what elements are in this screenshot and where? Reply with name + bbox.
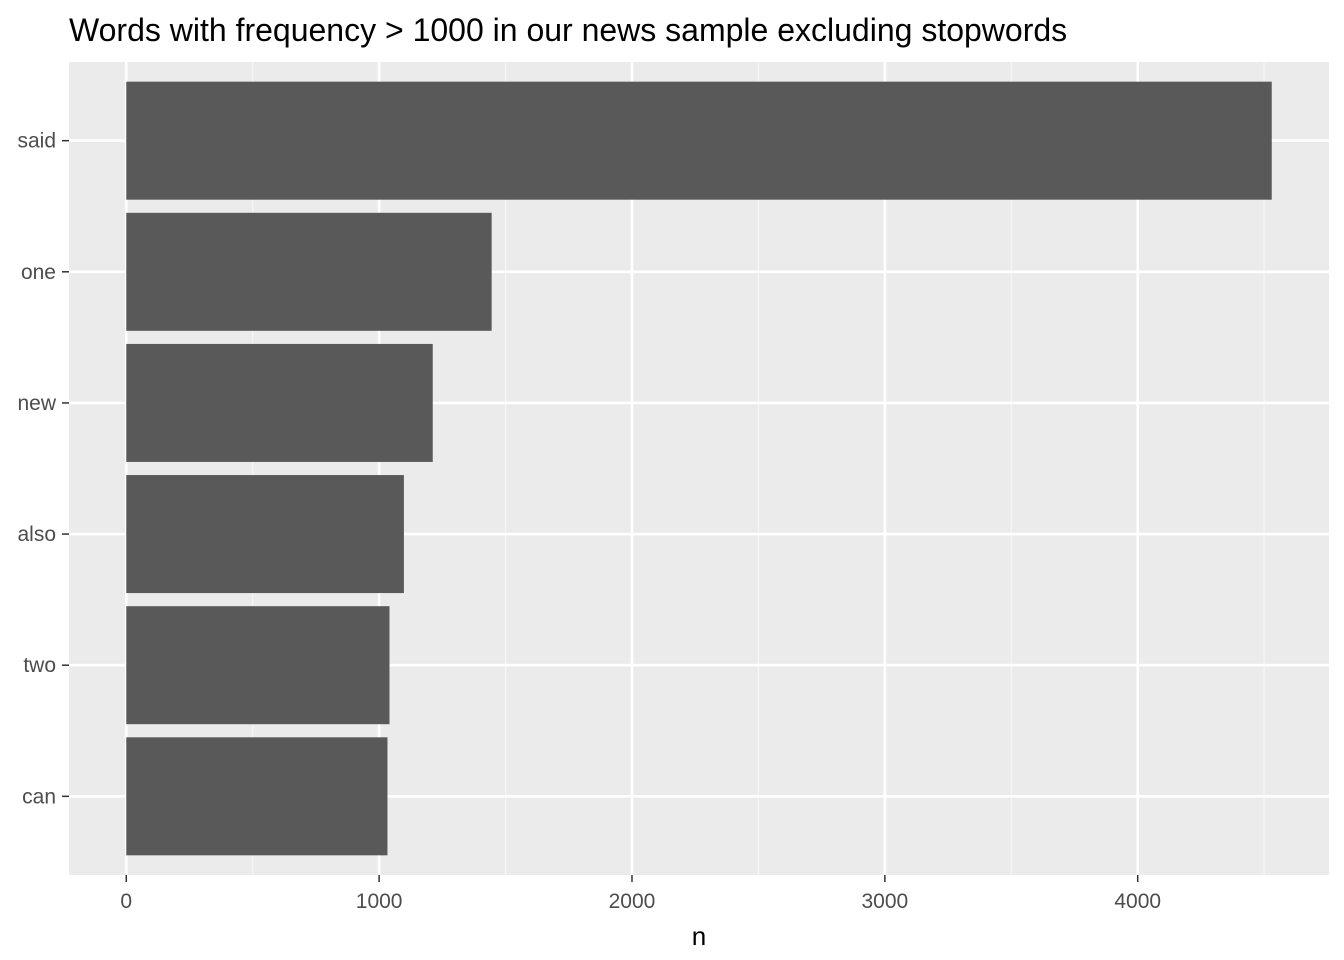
bar-can bbox=[126, 737, 388, 856]
chart-title: Words with frequency > 1000 in our news … bbox=[69, 12, 1067, 48]
bars bbox=[126, 81, 1272, 856]
y-axis: said one new also two can bbox=[17, 130, 69, 808]
bar-one bbox=[126, 212, 492, 331]
x-tick-label: 3000 bbox=[861, 890, 908, 913]
bar-new bbox=[126, 343, 433, 462]
x-tick-label: 2000 bbox=[609, 890, 656, 913]
x-axis-label: n bbox=[692, 921, 706, 951]
x-axis: 0 1000 2000 3000 4000 bbox=[120, 875, 1161, 913]
y-tick-label: can bbox=[22, 785, 56, 808]
x-tick-label: 0 bbox=[120, 890, 132, 913]
y-tick-label: also bbox=[17, 523, 56, 546]
y-tick-label: two bbox=[23, 654, 56, 677]
x-tick-label: 1000 bbox=[356, 890, 403, 913]
bar-said bbox=[126, 81, 1272, 200]
bar-two bbox=[126, 606, 390, 725]
y-tick-label: one bbox=[21, 261, 56, 284]
y-tick-label: new bbox=[17, 392, 56, 415]
bar-also bbox=[126, 475, 404, 594]
x-tick-label: 4000 bbox=[1114, 890, 1161, 913]
y-tick-label: said bbox=[17, 130, 56, 153]
